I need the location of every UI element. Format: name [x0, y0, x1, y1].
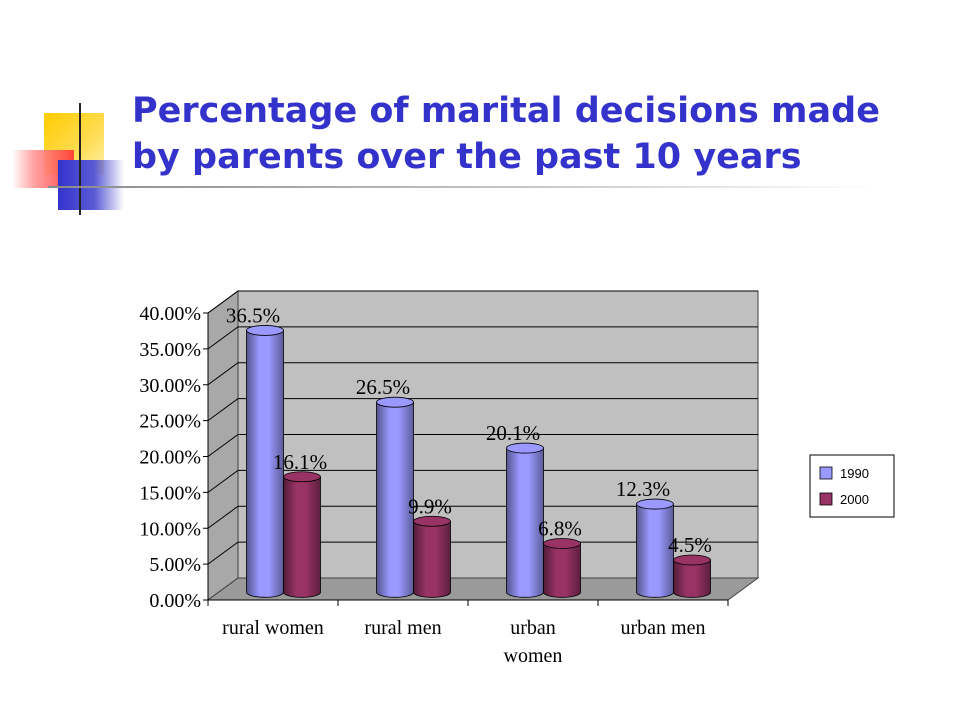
data-label: 26.5% [356, 375, 410, 399]
gridline [207, 469, 758, 493]
x-category-label: urban [510, 617, 556, 639]
data-label: 6.8% [538, 517, 582, 541]
legend-swatch-2000 [819, 492, 833, 506]
legend-swatch-1990 [819, 466, 833, 480]
title-underline [48, 186, 878, 188]
data-label: 9.9% [408, 494, 452, 518]
bar-top [283, 471, 321, 483]
bar-top [673, 554, 711, 566]
slide-title: Percentage of marital decisions made by … [132, 91, 880, 177]
gridline [207, 505, 758, 529]
legend-label-2000: 2000 [840, 492, 869, 507]
bar-top [506, 442, 544, 454]
y-tick-label: 25.00% [139, 411, 201, 433]
bars [246, 325, 711, 598]
x-category-label: rural women [222, 617, 324, 639]
data-label: 12.3% [616, 477, 670, 501]
y-tick-label: 35.00% [139, 339, 201, 361]
y-tick-label: 40.00% [139, 303, 201, 325]
x-category-label: rural men [364, 617, 441, 639]
decor-blue-square [58, 160, 124, 210]
y-axis: 0.00% 5.00% 10.00% 15.00% 20.00% 25.00% 30.00%… [139, 303, 209, 612]
bar-top [543, 538, 581, 549]
y-tick-label: 0.00% [149, 590, 201, 612]
y-tick-label: 15.00% [139, 482, 201, 504]
gridline [207, 434, 758, 457]
bar-body [413, 520, 451, 598]
bar-top [413, 515, 451, 527]
data-label: 16.1% [273, 450, 327, 474]
data-labels: 36.5% 16.1% 26.5% 9.9% 20.1% 6.8% 12.3% 4.5% [226, 303, 712, 557]
bar-body [543, 543, 581, 598]
bar-2000-urban-women [543, 538, 581, 598]
bar-2000-urban-men [673, 554, 711, 598]
data-label: 20.1% [486, 421, 540, 445]
y-tick-label: 30.00% [139, 375, 201, 397]
bar-top [636, 498, 674, 510]
legend-label-1990: 1990 [840, 466, 869, 481]
gridline [207, 362, 758, 386]
bar-2000-rural-women [283, 471, 321, 598]
bar-top [376, 396, 414, 408]
x-axis: rural women rural men urban women urban men [207, 599, 729, 667]
plot-area [206, 290, 760, 601]
y-tick-label: 20.00% [139, 447, 201, 469]
bar-1990-rural-men [376, 396, 414, 598]
legend-box [809, 454, 895, 518]
legend: 1990 2000 [809, 454, 895, 518]
gridline [207, 398, 758, 422]
gridline [207, 541, 758, 565]
bar-body [673, 559, 711, 598]
data-label: 36.5% [226, 303, 280, 327]
y-tick-label: 10.00% [139, 518, 201, 540]
gridline [207, 326, 758, 350]
y-tick-label: 5.00% [149, 554, 201, 576]
data-label: 4.5% [668, 533, 712, 557]
bar-2000-rural-men [413, 515, 451, 598]
x-category-label: women [504, 645, 563, 667]
x-category-label: urban men [621, 617, 706, 639]
gridline [207, 290, 758, 314]
bar-body [283, 476, 321, 598]
decor-vertical-line [79, 103, 81, 215]
bar-top [246, 325, 284, 336]
